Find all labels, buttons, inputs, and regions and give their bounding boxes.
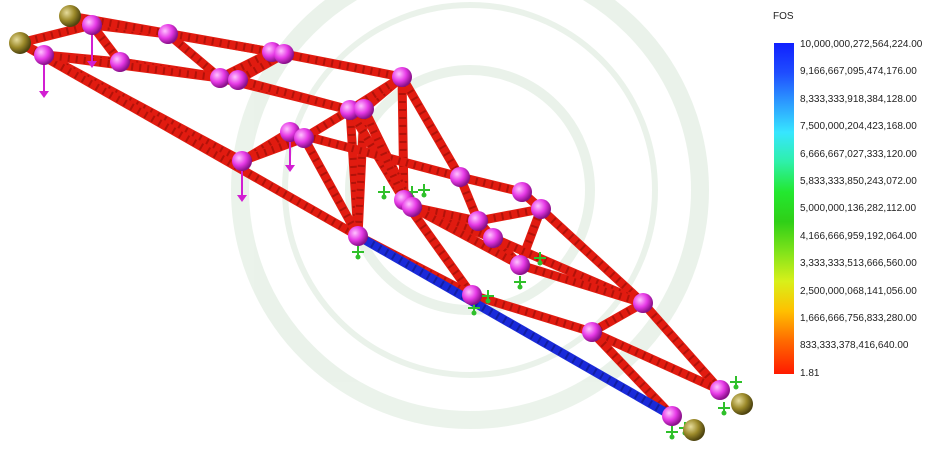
truss-joint[interactable]	[531, 199, 551, 219]
truss-joint[interactable]	[158, 24, 178, 44]
legend-tick-label: 4,166,666,959,192,064.00	[800, 230, 917, 242]
truss-joint[interactable]	[294, 128, 314, 148]
fixture-marker-icon	[534, 252, 546, 266]
downward-force-arrow-icon	[237, 168, 247, 202]
truss-member-segments	[589, 329, 675, 419]
legend-tick-label: 7,500,000,204,423,168.00	[800, 121, 917, 133]
truss-member-segments	[410, 203, 495, 242]
truss-member-segments	[470, 291, 594, 336]
truss-member[interactable]	[455, 172, 527, 197]
fixed-support-sphere-icon[interactable]	[59, 5, 81, 27]
truss-member-segments	[346, 108, 408, 202]
downward-force-arrow-icon	[39, 62, 49, 98]
legend-tick-label: 2,500,000,068,141,056.00	[800, 285, 917, 297]
truss-member-segments	[240, 134, 306, 165]
legend-title: FOS	[773, 11, 794, 22]
truss-member[interactable]	[299, 133, 363, 241]
downward-force-arrow-icon	[285, 139, 295, 172]
truss-joint[interactable]	[468, 211, 488, 231]
fixture-marker-icon	[482, 290, 494, 304]
legend-tick-label: 833,333,378,416,640.00	[800, 340, 909, 352]
truss-member-segments	[354, 108, 368, 237]
truss-joint[interactable]	[82, 15, 102, 35]
legend-tick-label: 1.81	[800, 367, 820, 379]
truss-member-segments	[43, 51, 221, 82]
truss-member-segments	[360, 107, 408, 202]
truss-member-segments	[398, 75, 464, 179]
truss-joint[interactable]	[354, 99, 374, 119]
truss-joint[interactable]	[228, 70, 248, 90]
fixture-marker-icon	[378, 186, 390, 200]
truss-member[interactable]	[285, 127, 465, 182]
truss-joint[interactable]	[110, 52, 130, 72]
truss-member-segments	[477, 205, 542, 225]
truss-joint[interactable]	[710, 380, 730, 400]
truss-joint[interactable]	[582, 322, 602, 342]
fixture-marker-icon	[730, 376, 742, 390]
fixture-marker-icon	[666, 426, 678, 440]
legend-tick-label: 5,833,333,850,243,072.00	[800, 176, 917, 187]
truss-joint[interactable]	[210, 68, 230, 88]
fixed-support-sphere-icon[interactable]	[731, 393, 753, 415]
truss-joint[interactable]	[450, 167, 470, 187]
truss-member[interactable]	[587, 327, 725, 395]
legend-tick-label: 10,000,000,272,564,224.00	[800, 39, 923, 50]
truss-joint[interactable]	[392, 67, 412, 87]
legend-tick-label: 8,333,333,918,384,128.00	[800, 93, 917, 105]
truss-joint[interactable]	[34, 45, 54, 65]
legend-tick-label: 3,333,333,513,666,560.00	[800, 258, 917, 270]
fixture-marker-icon	[352, 246, 364, 260]
truss-joint[interactable]	[462, 285, 482, 305]
truss-member-highlighted[interactable]	[353, 231, 677, 421]
truss-member-segments	[42, 51, 244, 165]
truss-member-segments	[411, 203, 479, 225]
truss-member[interactable]	[397, 72, 409, 205]
truss-member-segments	[18, 39, 360, 240]
fixture-marker-icon	[718, 402, 730, 416]
load-arrows	[39, 32, 295, 202]
support-spheres	[9, 5, 753, 441]
truss-member-segments	[518, 261, 645, 307]
truss-member[interactable]	[279, 49, 407, 82]
truss-joint[interactable]	[402, 197, 422, 217]
legend-tick-label: 9,166,667,095,474,176.00	[800, 66, 917, 78]
truss-member-segments	[640, 300, 723, 393]
truss-joint[interactable]	[512, 182, 532, 202]
legend-colorbar	[774, 43, 794, 374]
legend-tick-label: 6,666,667,027,333,120.00	[800, 148, 917, 160]
truss-joint[interactable]	[232, 151, 252, 171]
truss-joint[interactable]	[662, 406, 682, 426]
truss-joint[interactable]	[633, 293, 653, 313]
fixture-marker-icon	[514, 276, 526, 290]
truss-joints	[34, 15, 730, 426]
truss-member-segments	[401, 197, 475, 298]
truss-member[interactable]	[15, 20, 97, 48]
truss-joint[interactable]	[483, 228, 503, 248]
truss-joint[interactable]	[348, 226, 368, 246]
truss-member-segments	[165, 31, 223, 81]
truss-member[interactable]	[407, 202, 525, 270]
legend-tick-label: 1,666,666,756,833,280.00	[800, 313, 917, 324]
fixed-support-sphere-icon[interactable]	[683, 419, 705, 441]
truss-joint[interactable]	[274, 44, 294, 64]
truss-joint[interactable]	[510, 255, 530, 275]
truss-member-segments	[237, 76, 351, 114]
fixture-marker-icon	[418, 184, 430, 198]
downward-force-arrow-icon	[87, 32, 97, 68]
legend-tick-label: 5,000,000,136,282,112.00	[800, 203, 917, 215]
truss-member[interactable]	[536, 204, 648, 308]
fixture-markers	[352, 184, 742, 440]
fixed-support-sphere-icon[interactable]	[9, 32, 31, 54]
